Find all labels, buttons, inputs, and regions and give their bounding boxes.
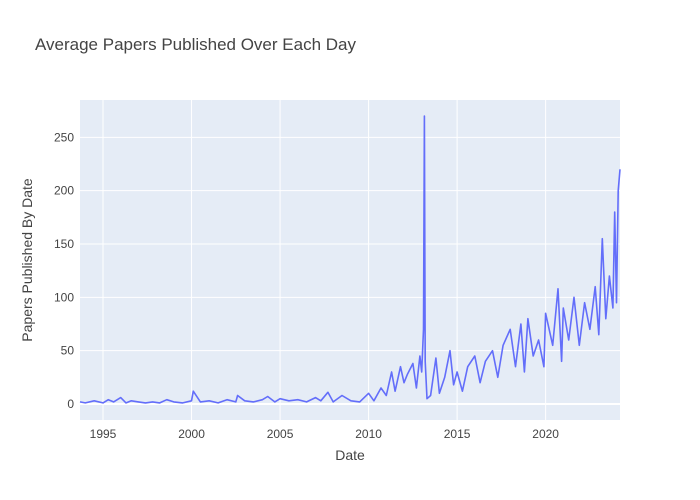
x-axis-title: Date bbox=[335, 447, 365, 463]
y-tick-label: 50 bbox=[61, 344, 75, 358]
x-tick-label: 1995 bbox=[90, 427, 117, 441]
x-tick-label: 2010 bbox=[355, 427, 382, 441]
x-tick-label: 2005 bbox=[267, 427, 294, 441]
x-tick-label: 2020 bbox=[532, 427, 559, 441]
series-line bbox=[79, 115, 621, 404]
series-layer bbox=[79, 115, 621, 404]
y-axis-title: Papers Published By Date bbox=[19, 178, 35, 342]
x-tick-labels: 1995 2000 2005 2010 2015 2020 bbox=[90, 427, 560, 441]
y-tick-labels: 0 50 100 150 200 250 bbox=[54, 130, 74, 411]
plot-area bbox=[80, 100, 620, 420]
x-tick-label: 2015 bbox=[444, 427, 471, 441]
y-tick-label: 250 bbox=[54, 130, 74, 144]
y-tick-label: 200 bbox=[54, 184, 74, 198]
gridlines bbox=[80, 100, 620, 420]
chart-title: Average Papers Published Over Each Day bbox=[35, 35, 356, 54]
y-tick-label: 0 bbox=[67, 397, 74, 411]
x-tick-label: 2000 bbox=[178, 427, 205, 441]
y-tick-label: 150 bbox=[54, 237, 74, 251]
y-tick-label: 100 bbox=[54, 290, 74, 304]
